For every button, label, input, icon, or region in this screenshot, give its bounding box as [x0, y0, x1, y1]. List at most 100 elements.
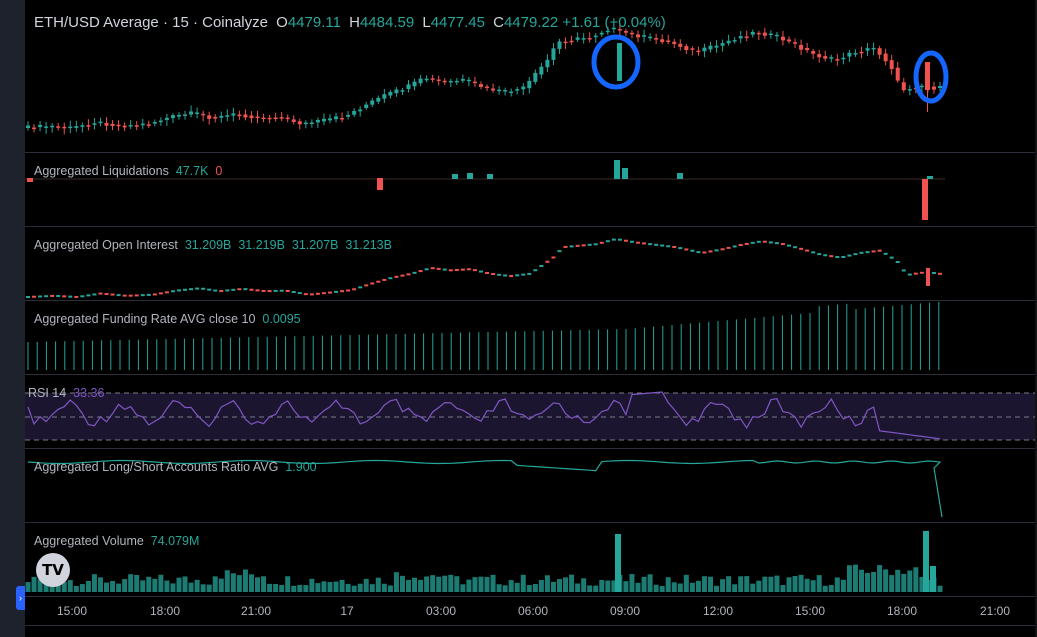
- volume-bar: [255, 577, 261, 592]
- price-candle: [599, 32, 604, 35]
- oi-candle: [841, 255, 846, 258]
- volume-bar: [55, 584, 61, 592]
- oi-candle: [491, 273, 496, 276]
- volume-bar: [738, 576, 744, 592]
- price-candle: [853, 53, 858, 55]
- volume-bar: [375, 577, 381, 592]
- oi-candle: [44, 295, 49, 298]
- volume-bar: [750, 583, 756, 592]
- ohlc-open: 4479.11: [287, 14, 341, 31]
- price-candle: [551, 48, 556, 60]
- volume-bar: [810, 580, 816, 592]
- volume-bar: [930, 566, 936, 592]
- oi-candle: [931, 272, 936, 275]
- price-candle: [847, 52, 852, 57]
- price-candle: [68, 126, 73, 129]
- price-candle: [195, 112, 200, 114]
- volume-bar: [363, 578, 369, 592]
- tradingview-logo[interactable]: TV: [36, 553, 70, 587]
- oi-candle: [309, 293, 314, 296]
- price-candle: [521, 86, 526, 90]
- funding-label: Aggregated Funding Rate AVG close 10: [34, 312, 256, 326]
- volume-bar: [460, 584, 466, 592]
- oi-candle: [207, 288, 212, 291]
- oi-candle: [231, 288, 236, 291]
- volume-bar: [532, 584, 538, 592]
- volume-bar: [454, 576, 460, 592]
- price-candle: [871, 47, 876, 50]
- volume-bar: [182, 576, 188, 592]
- volume-bar: [31, 576, 37, 592]
- volume-bar: [665, 577, 671, 592]
- price-candle: [811, 51, 816, 54]
- price-candle: [225, 115, 230, 117]
- oi-candle: [793, 246, 798, 249]
- price-candle: [485, 86, 490, 89]
- oi-candle: [249, 288, 254, 291]
- oi-candle: [623, 239, 628, 242]
- price-candle: [303, 122, 308, 125]
- volume-bar: [726, 576, 732, 592]
- oi-candle: [617, 238, 622, 241]
- oi-candle: [732, 245, 737, 248]
- price-candle: [104, 122, 109, 126]
- volume-bar: [61, 582, 67, 592]
- volume-bar: [786, 577, 792, 592]
- oi-candle: [327, 291, 332, 294]
- long-short-line: [27, 459, 943, 518]
- price-candle: [406, 84, 411, 89]
- volume-bar: [647, 574, 653, 592]
- volume-bar: [514, 582, 520, 592]
- volume-bar: [393, 572, 399, 592]
- rsi-label: RSI 14: [28, 386, 67, 400]
- price-candle: [696, 50, 701, 53]
- oi-open: 31.209B: [184, 238, 232, 252]
- volume-value: 74.079M: [150, 534, 200, 548]
- price-candle: [255, 116, 260, 119]
- price-candle: [74, 126, 79, 128]
- volume-bar: [834, 577, 840, 592]
- price-candle: [424, 78, 429, 81]
- volume-bar: [339, 579, 345, 592]
- liquidation-bar: [677, 173, 683, 179]
- oi-candle: [853, 253, 858, 256]
- oi-candle: [237, 288, 242, 291]
- oi-candle: [32, 295, 37, 298]
- price-candle: [44, 126, 49, 128]
- oi-candle: [364, 284, 369, 287]
- time-axis[interactable]: 15:00 18:00 21:00 17 03:00 06:00 09:00 12:00 15:…: [25, 597, 1035, 625]
- oi-candle: [472, 269, 477, 272]
- price-candle: [346, 114, 351, 117]
- price-candle: [170, 115, 175, 119]
- oi-candle: [98, 292, 103, 295]
- price-candle: [563, 41, 568, 44]
- price-candle: [817, 54, 822, 58]
- oi-candle: [569, 245, 574, 248]
- volume-bar: [677, 583, 683, 592]
- price-candle: [116, 124, 121, 127]
- price-candle: [394, 89, 399, 94]
- price-candle-big-red: [925, 62, 930, 90]
- oi-candle: [720, 248, 725, 251]
- oi-candle: [285, 289, 290, 292]
- oi-candle: [877, 249, 882, 252]
- oi-candle: [56, 295, 61, 298]
- volume-bar: [430, 575, 436, 592]
- price-candle: [152, 122, 157, 124]
- oi-candle: [448, 269, 453, 272]
- rsi-legend: RSI 14 33.36: [28, 386, 104, 400]
- volume-bar: [381, 583, 387, 592]
- oi-candle: [545, 260, 550, 263]
- price-candle: [478, 84, 483, 87]
- expand-panel-icon[interactable]: ›: [16, 586, 25, 610]
- price-candle: [62, 126, 67, 129]
- oi-candle: [315, 292, 320, 295]
- oi-candle: [787, 244, 792, 247]
- price-candle: [938, 86, 942, 88]
- oi-candle: [654, 243, 659, 246]
- volume-bar: [424, 576, 430, 592]
- time-axis-tick: 09:00: [609, 604, 641, 618]
- volume-bar: [907, 570, 913, 592]
- price-candle: [213, 116, 218, 119]
